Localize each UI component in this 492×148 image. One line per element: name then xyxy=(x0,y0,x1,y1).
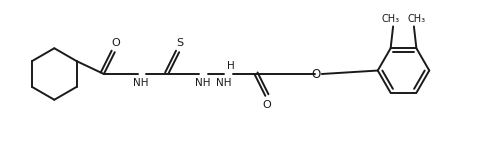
Text: O: O xyxy=(262,100,271,110)
Text: NH: NH xyxy=(216,78,231,88)
Text: NH: NH xyxy=(195,78,210,88)
Text: H: H xyxy=(227,61,235,71)
Text: S: S xyxy=(177,38,184,48)
Text: CH₃: CH₃ xyxy=(382,13,400,24)
Text: O: O xyxy=(111,38,120,48)
Text: NH: NH xyxy=(133,78,149,88)
Text: CH₃: CH₃ xyxy=(407,13,426,24)
Text: O: O xyxy=(312,67,321,81)
